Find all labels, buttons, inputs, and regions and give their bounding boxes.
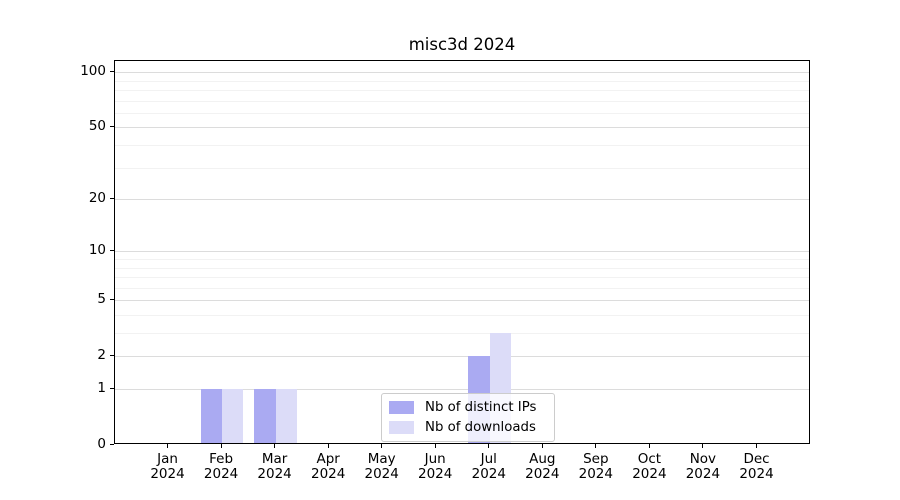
x-tick — [756, 444, 757, 448]
y-tick-label: 10 — [88, 242, 106, 259]
legend-label: Nb of distinct IPs — [425, 400, 537, 415]
x-tick-label: Sep 2024 — [578, 451, 613, 482]
bar-downloads — [222, 389, 244, 443]
major-gridline — [115, 300, 809, 302]
x-tick-label: Mar 2024 — [257, 451, 292, 482]
y-tick — [110, 250, 114, 252]
y-tick-label: 50 — [88, 118, 106, 135]
minor-gridline — [115, 267, 809, 269]
minor-gridline — [115, 259, 809, 260]
minor-gridline — [115, 315, 809, 316]
legend-label: Nb of downloads — [425, 420, 536, 435]
legend-swatch-downloads-icon — [389, 421, 414, 434]
minor-gridline — [115, 287, 809, 289]
x-tick — [541, 444, 543, 448]
y-tick-label: 0 — [97, 436, 106, 452]
y-tick-label: 2 — [97, 347, 106, 364]
legend-swatch-distinct-ips-icon — [389, 401, 414, 414]
major-gridline — [115, 389, 809, 390]
x-tick — [327, 444, 329, 448]
y-tick — [110, 444, 114, 445]
x-tick — [274, 444, 276, 448]
x-tick — [434, 444, 436, 448]
minor-gridline — [115, 167, 809, 169]
minor-gridline — [115, 333, 809, 334]
major-gridline — [115, 251, 809, 253]
chart-title: misc3d 2024 — [408, 35, 516, 54]
bar-downloads — [275, 389, 297, 443]
x-tick-label: Jan 2024 — [150, 451, 185, 482]
minor-gridline — [115, 112, 809, 114]
x-tick — [381, 444, 383, 448]
x-tick — [702, 444, 704, 448]
y-tick-label: 1 — [97, 380, 106, 396]
x-tick-label: Aug 2024 — [525, 451, 560, 482]
plot-area — [114, 60, 810, 444]
x-tick-label: May 2024 — [364, 451, 399, 482]
minor-gridline — [115, 90, 809, 91]
major-gridline — [115, 199, 809, 201]
major-gridline — [115, 356, 809, 358]
minor-gridline — [115, 277, 809, 278]
x-tick — [648, 444, 650, 448]
x-tick-label: Dec 2024 — [739, 451, 774, 482]
y-tick-label: 5 — [97, 291, 106, 308]
major-gridline — [115, 72, 809, 74]
x-tick-label: Jun 2024 — [418, 451, 453, 482]
legend-item-distinct-ips: Nb of distinct IPs — [389, 399, 546, 416]
x-tick — [220, 444, 222, 448]
x-tick — [167, 444, 168, 448]
y-tick — [110, 299, 114, 301]
x-tick-label: Oct 2024 — [632, 451, 667, 482]
legend: Nb of distinct IPs Nb of downloads — [381, 393, 555, 442]
x-tick — [488, 444, 490, 448]
x-tick — [595, 444, 597, 448]
y-tick — [110, 388, 114, 389]
y-tick-label: 20 — [88, 190, 106, 207]
minor-gridline — [115, 100, 809, 102]
y-tick — [110, 355, 114, 357]
legend-item-downloads: Nb of downloads — [389, 419, 546, 436]
minor-gridline — [115, 80, 809, 82]
x-tick-label: Feb 2024 — [203, 451, 239, 482]
y-tick — [110, 198, 114, 200]
x-tick-label: Apr 2024 — [311, 451, 346, 482]
bar-distinct-ips — [254, 389, 276, 443]
x-tick-label: Nov 2024 — [685, 451, 721, 482]
y-tick-label: 100 — [80, 63, 106, 80]
x-tick-label: Jul 2024 — [471, 451, 506, 482]
bar-distinct-ips — [200, 389, 223, 443]
y-tick — [110, 126, 114, 128]
y-tick — [110, 71, 114, 73]
minor-gridline — [115, 145, 809, 146]
major-gridline — [115, 127, 809, 129]
